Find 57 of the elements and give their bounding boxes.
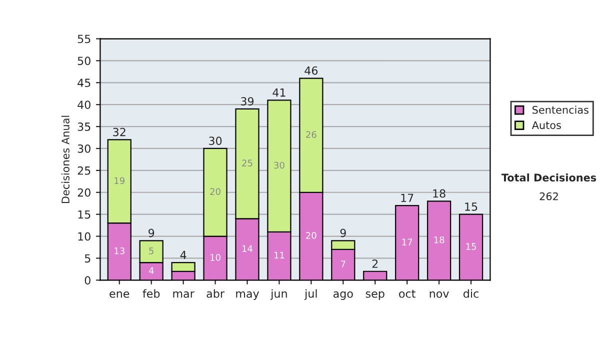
text: Total Decisiones [501,173,596,182]
y-tick-label: 30 [78,144,90,153]
x-tick-label: oct [399,290,416,298]
x-tick-label: ene [110,291,130,298]
y-tick-label: 50 [78,56,90,66]
total-label: 9 [340,228,346,238]
y-axis-title: Decisiones Anual [61,116,70,203]
total-label: 30 [209,136,222,146]
total-label: 39 [241,97,254,106]
data-label: 18 [434,236,444,244]
x-tick-label: dic [464,289,478,298]
total-label: 9 [148,228,154,238]
data-label: 14 [242,245,252,252]
data-label: 7 [341,260,346,268]
y-tick-label: 0 [84,276,90,285]
y-tick-label: 35 [78,122,90,131]
total-label: 46 [304,66,318,75]
y-tick-label: 55 [78,34,90,44]
legend-label: Sentencias [532,106,588,114]
text: 262 [540,192,558,200]
y-tick-label: 45 [78,78,90,88]
data-label: 17 [402,238,412,246]
data-label: 19 [114,177,124,184]
y-tick-label: 40 [78,100,90,109]
total-label: 41 [272,88,286,97]
x-tick-label: jun [270,289,287,300]
total-label: 32 [113,128,126,136]
data-label: 15 [466,243,476,250]
total-label: 2 [372,260,378,268]
data-label: 5 [149,248,154,254]
data-label: 11 [274,252,284,259]
data-label: 13 [114,247,124,254]
x-tick-label: may [236,291,260,300]
x-tick-label: nov [430,291,449,298]
y-tick-label: 10 [78,232,90,241]
y-tick-label: 5 [84,254,90,263]
y-tick-label: 25 [78,166,90,175]
data-label: 26 [306,131,316,138]
data-label: 4 [148,267,154,274]
legend-label: Autos [532,121,561,130]
total-label: 18 [433,189,446,198]
data-label: 25 [242,160,252,166]
x-tick-label: ago [333,291,353,300]
x-tick-label: mar [173,291,194,298]
y-tick-label: 20 [78,188,90,197]
data-label: 30 [274,162,284,169]
x-tick-label: sep [366,291,384,300]
data-label: 10 [210,254,220,261]
x-tick-label: abr [206,289,224,298]
data-label: 20 [306,232,316,239]
y-tick-label: 15 [78,210,90,219]
total-label: 15 [465,202,478,211]
total-label: 4 [180,250,186,259]
x-tick-label: feb [142,289,160,298]
x-tick-label: jul [304,289,317,300]
data-label: 20 [210,188,220,195]
total-label: 17 [401,194,414,202]
